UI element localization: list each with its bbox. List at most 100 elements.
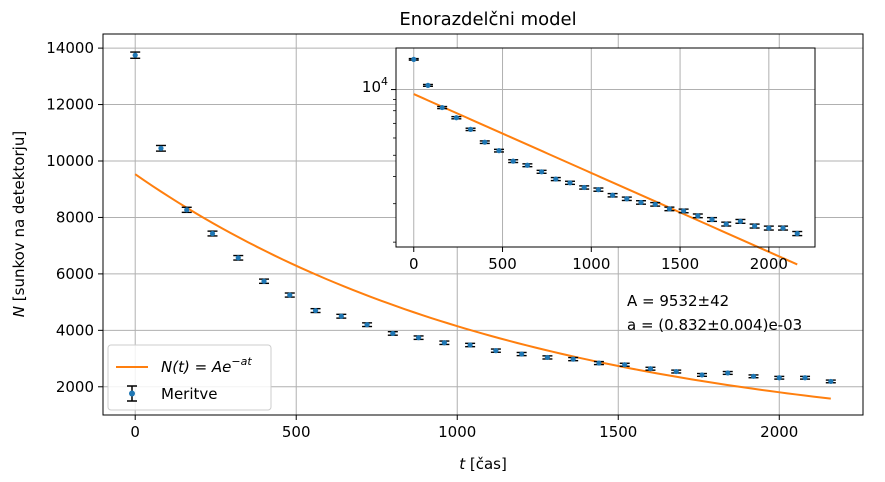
main-data-point — [184, 207, 190, 213]
x-axis-unit: [čas] — [465, 455, 507, 473]
inset-data-point — [482, 139, 488, 145]
main-data-point — [287, 292, 293, 298]
inset-data-point — [439, 104, 445, 111]
main-data-point — [235, 255, 241, 261]
main-data-point — [158, 145, 164, 151]
legend-fit-lhs: N(t) = Ae — [161, 358, 231, 376]
inset-data-point — [467, 126, 474, 132]
inset-data-point — [780, 225, 786, 231]
inset-plot-area — [408, 56, 803, 266]
inset-x-tick-label: 500 — [488, 255, 517, 273]
x-axis-variable: t — [459, 455, 466, 473]
inset-background — [396, 48, 815, 247]
inset-data-point — [425, 82, 431, 88]
main-data-point — [647, 366, 654, 372]
main-y-tick-label: 10000 — [46, 152, 94, 170]
inset-ticks: 0 500 1000 1500 2000 — [391, 89, 788, 273]
inset-data-point — [666, 206, 673, 212]
legend-fit-exponent: −at — [231, 355, 252, 368]
main-plot-area — [130, 51, 836, 400]
inset-data-point — [567, 180, 573, 186]
inset-x-tick-label: 0 — [409, 255, 419, 273]
main-data-point — [441, 340, 447, 346]
main-data-point — [699, 372, 705, 378]
main-data-point — [596, 360, 602, 366]
inset-data-point — [411, 56, 417, 62]
legend-data-label: Meritve — [161, 385, 218, 403]
main-data-point — [390, 330, 396, 337]
inset-data-point — [681, 208, 687, 214]
main-data-point — [261, 278, 267, 284]
inset-data-point — [652, 201, 658, 207]
main-x-tick-label: 0 — [130, 423, 140, 441]
inset-y-tick-base: 10 — [362, 78, 381, 96]
inset-x-tick-label: 1000 — [572, 255, 610, 273]
main-y-tick-label: 12000 — [46, 96, 94, 114]
main-ticks: 0 500 1000 1500 2000200040006000800010000120… — [46, 39, 798, 441]
inset-data-point — [538, 169, 545, 175]
legend-data-swatch — [127, 385, 137, 402]
main-data-point — [570, 356, 576, 362]
y-axis-unit: [sunkov na detektorju] — [10, 131, 28, 306]
main-data-point — [493, 348, 499, 354]
main-y-tick-label: 4000 — [56, 321, 94, 339]
main-data-point — [415, 335, 422, 341]
inset-axes: 0 500 1000 1500 2000 104 — [362, 47, 816, 273]
fit-annotation-line1: A = 9532±42 — [627, 292, 729, 310]
inset-data-point — [496, 148, 502, 154]
main-data-point — [828, 378, 834, 385]
inset-grid — [396, 48, 815, 247]
inset-data-point — [624, 196, 630, 202]
inset-data-point — [524, 162, 530, 168]
main-axes-frame — [102, 33, 864, 416]
inset-x-tick-label: 2000 — [750, 255, 788, 273]
inset-fit-curve — [413, 93, 798, 266]
main-x-tick-label: 2000 — [760, 423, 798, 441]
inset-data-point — [709, 216, 715, 223]
fit-annotation-line2: a = (0.832±0.004)e-03 — [627, 316, 802, 334]
y-axis-variable: N — [10, 306, 28, 317]
main-data-point — [132, 52, 138, 58]
main-y-tick-label: 14000 — [46, 39, 94, 57]
inset-data-point — [553, 176, 559, 182]
inset-y-tick-label-major: 104 — [362, 75, 388, 96]
main-data-point — [338, 313, 344, 319]
inset-data-point — [723, 221, 729, 227]
inset-data-point — [695, 213, 701, 219]
inset-data-point — [766, 225, 772, 231]
main-data-point — [776, 375, 782, 381]
legend-data-marker — [129, 390, 135, 397]
main-data-point — [725, 370, 731, 376]
main-x-tick-label: 1000 — [438, 423, 476, 441]
inset-data-point — [510, 158, 516, 164]
main-data-point — [750, 373, 757, 379]
main-data-point — [209, 230, 216, 237]
main-y-axis-label: N [sunkov na detektorju] — [10, 131, 28, 317]
main-data-point — [802, 375, 808, 381]
main-fit-curve — [134, 173, 831, 400]
inset-y-tick-exp: 4 — [381, 75, 388, 88]
main-y-tick-label: 8000 — [56, 208, 94, 226]
main-y-tick-label: 2000 — [56, 378, 94, 396]
inset-data-point — [581, 184, 587, 191]
main-x-tick-label: 500 — [282, 423, 311, 441]
inset-axes-frame — [395, 47, 816, 248]
main-data-point — [312, 307, 319, 314]
main-data-point — [544, 354, 551, 361]
inset-data-point — [794, 230, 800, 237]
main-x-axis-label: t [čas] — [459, 455, 507, 473]
inset-x-tick-label: 1500 — [661, 255, 699, 273]
main-title: Enorazdelčni model — [399, 9, 576, 30]
main-data-point — [519, 351, 525, 357]
main-data-point — [622, 362, 628, 368]
inset-data-point — [752, 223, 758, 229]
main-data-point — [673, 368, 679, 375]
inset-data-point — [453, 115, 459, 121]
main-y-tick-label: 6000 — [56, 265, 94, 283]
main-data-point — [467, 342, 473, 348]
inset-data-point — [595, 187, 601, 193]
main-x-tick-label: 1500 — [599, 423, 637, 441]
inset-data-point — [610, 192, 616, 198]
legend-fit-label: N(t) = Ae−at — [161, 355, 252, 376]
inset-data-point — [737, 218, 744, 224]
